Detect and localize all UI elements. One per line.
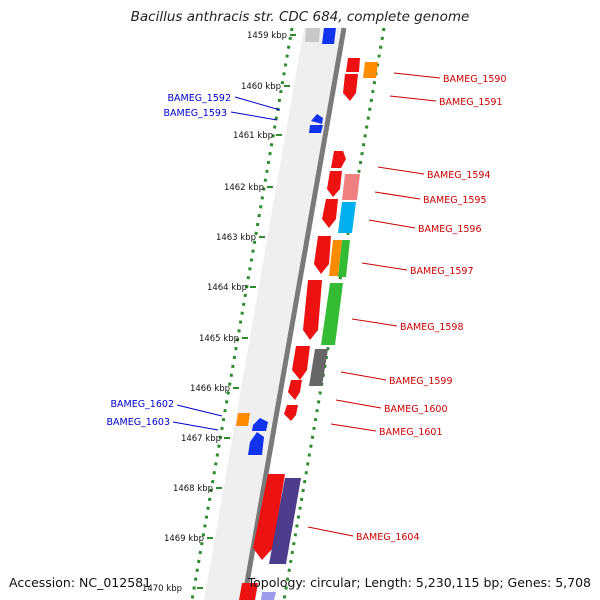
gene-bameg-1604[interactable]	[253, 474, 285, 560]
leader-line	[330, 423, 377, 432]
scale-label: 1463 kbp	[216, 233, 256, 243]
gene-bameg-1590[interactable]	[346, 58, 360, 72]
scale-label: 1467 kbp	[181, 434, 221, 444]
gene-label[interactable]: BAMEG_1598	[400, 322, 464, 333]
gene-bameg-1602[interactable]	[236, 413, 250, 426]
gene-bameg-1595[interactable]	[327, 171, 342, 197]
gene-bameg-1595-pink[interactable]	[342, 174, 360, 200]
gene-label[interactable]: BAMEG_1596	[418, 224, 482, 235]
gene-label[interactable]: BAMEG_1601	[379, 427, 443, 438]
gene-bameg-1596-cyan[interactable]	[338, 202, 356, 233]
scale-label: 1469 kbp	[164, 534, 204, 544]
backbone-line	[241, 27, 347, 600]
gene-bameg-1596[interactable]	[322, 199, 338, 228]
gene-bameg-1598-green[interactable]	[321, 283, 343, 345]
scale-label: 1466 kbp	[190, 384, 230, 394]
gene-blue[interactable]	[322, 28, 336, 44]
gene-label[interactable]: BAMEG_1593	[163, 108, 227, 119]
gene-bameg-1591[interactable]	[343, 74, 358, 101]
gene-label[interactable]: BAMEG_1590	[443, 74, 507, 85]
backbone-band	[204, 28, 344, 600]
gene-bameg-1599[interactable]	[292, 346, 310, 380]
scale-label: 1461 kbp	[233, 131, 273, 141]
leader-line	[377, 166, 425, 175]
gene-bameg-1597-green[interactable]	[338, 240, 350, 277]
leader-line	[335, 399, 382, 409]
scale-label: 1465 kbp	[199, 334, 239, 344]
gene-bameg-1594[interactable]	[331, 151, 346, 168]
scale-label: 1462 kbp	[224, 183, 264, 193]
gene-label[interactable]: BAMEG_1597	[410, 266, 474, 277]
leader-line	[393, 72, 441, 79]
leader-line	[361, 262, 408, 271]
scale-labels: 1459 kbp 1460 kbp 1461 kbp 1462 kbp 1463…	[142, 31, 287, 594]
gene-bameg-1603-small[interactable]	[252, 418, 268, 431]
gene-bameg-1604-purple[interactable]	[269, 478, 301, 564]
leader-line	[368, 219, 416, 229]
reverse-leaders	[172, 96, 281, 431]
gene-label[interactable]: BAMEG_1602	[110, 399, 174, 410]
genes	[236, 28, 378, 600]
leader-line	[307, 526, 354, 537]
gene-bameg-1600[interactable]	[288, 380, 302, 400]
gene-bameg-1593[interactable]	[309, 125, 323, 133]
gene-bameg-1598[interactable]	[303, 280, 322, 340]
leader-line	[234, 96, 281, 111]
leader-line	[374, 191, 421, 200]
genome-summary: Topology: circular; Length: 5,230,115 bp…	[247, 575, 591, 590]
scale-label: 1459 kbp	[247, 31, 287, 41]
gene-label[interactable]: BAMEG_1594	[427, 170, 491, 181]
gene-red-partial[interactable]	[239, 583, 258, 600]
gene-grey[interactable]	[305, 28, 320, 42]
gene-label[interactable]: BAMEG_1604	[356, 532, 420, 543]
leader-line	[389, 95, 437, 102]
leader-line	[340, 371, 387, 381]
gene-bameg-1590-orange[interactable]	[363, 62, 378, 78]
accession-text: Accession: NC_012581	[9, 575, 152, 590]
map-title: Bacillus anthracis str. CDC 684, complet…	[130, 9, 470, 25]
leader-line	[351, 318, 398, 327]
gene-label[interactable]: BAMEG_1592	[167, 93, 231, 104]
scale-label: 1464 kbp	[207, 283, 247, 293]
leader-line	[172, 421, 219, 431]
gene-label[interactable]: BAMEG_1603	[106, 417, 170, 428]
scale-ticks	[197, 34, 296, 589]
reverse-labels: BAMEG_1592 BAMEG_1593 BAMEG_1602 BAMEG_1…	[106, 93, 231, 428]
gene-label[interactable]: BAMEG_1599	[389, 376, 453, 387]
gene-bameg-1603[interactable]	[248, 432, 264, 455]
gene-bameg-1597[interactable]	[314, 236, 331, 274]
scale-label: 1468 kbp	[173, 484, 213, 494]
gene-label[interactable]: BAMEG_1591	[439, 97, 503, 108]
gene-bameg-1597-orange[interactable]	[329, 240, 342, 276]
gene-blue-partial[interactable]	[261, 592, 276, 600]
gene-bameg-1592[interactable]	[311, 114, 323, 124]
gene-bameg-1601[interactable]	[284, 405, 298, 421]
gene-label[interactable]: BAMEG_1600	[384, 404, 448, 415]
forward-labels: BAMEG_1590 BAMEG_1591 BAMEG_1594 BAMEG_1…	[356, 74, 507, 543]
gene-label[interactable]: BAMEG_1595	[423, 195, 487, 206]
gene-bameg-1599-grey[interactable]	[309, 349, 328, 386]
inner-dotted-ring	[190, 27, 294, 600]
forward-leaders	[307, 72, 441, 537]
scale-label: 1470 kbp	[142, 584, 182, 594]
scale-label: 1460 kbp	[241, 82, 281, 92]
leader-line	[176, 404, 223, 417]
leader-line	[230, 111, 278, 121]
